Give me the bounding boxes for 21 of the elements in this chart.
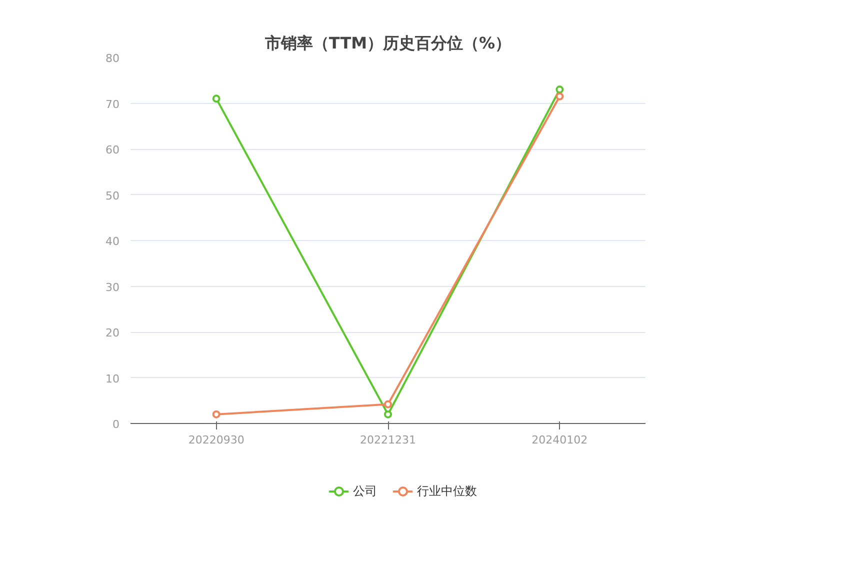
x-tick-label: 20221231 (360, 434, 416, 446)
y-tick-label: 50 (106, 189, 120, 202)
point (556, 92, 564, 100)
chart-title: 市销率（TTM）历史百分位（%） (264, 34, 512, 52)
point (384, 400, 392, 408)
point (556, 86, 564, 94)
x-tick-label: 20220930 (188, 434, 244, 446)
point (384, 410, 392, 418)
y-tick-label: 80 (106, 52, 120, 65)
y-tick-label: 60 (106, 144, 120, 156)
y-tick-label: 70 (106, 98, 120, 111)
legend-label: 行业中位数 (417, 482, 477, 500)
x-tick-label: 20240102 (532, 434, 588, 446)
y-tick-label: 40 (106, 235, 120, 248)
point (212, 94, 220, 103)
y-tick-label: 30 (106, 280, 120, 294)
point (212, 410, 220, 418)
legend-label: 公司 (353, 482, 377, 500)
y-tick-label: 10 (106, 372, 120, 386)
y-tick-label: 20 (106, 326, 120, 340)
y-tick-label: 0 (112, 418, 120, 431)
